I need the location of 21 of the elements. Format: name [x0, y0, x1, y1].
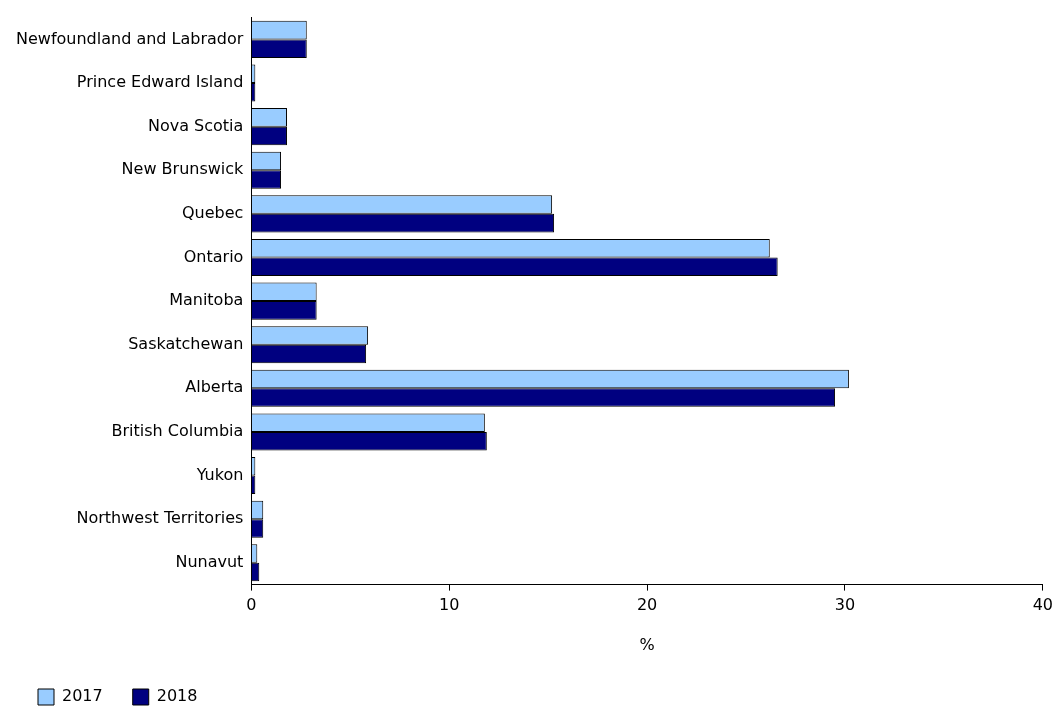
legend-label: 2017: [62, 686, 103, 706]
x-tick-label: 0: [246, 595, 257, 615]
y-tick-label: Saskatchewan: [128, 333, 244, 353]
y-tick-label: Nunavut: [175, 551, 244, 571]
y-tick-label: Quebec: [181, 203, 244, 223]
y-tick-label: British Columbia: [111, 421, 244, 441]
legend-label: 2018: [156, 686, 198, 706]
y-tick-label: Prince Edward Island: [76, 72, 244, 92]
y-tick-label: Nova Scotia: [147, 115, 244, 135]
y-tick-label: Alberta: [185, 377, 244, 397]
y-tick-label: Yukon: [195, 464, 244, 484]
y-tick-label: Manitoba: [169, 290, 244, 310]
x-tick-label: 30: [834, 595, 856, 615]
x-tick-label: 10: [439, 595, 460, 615]
x-axis-title: %: [639, 634, 655, 654]
y-tick-label: Northwest Territories: [76, 508, 244, 528]
x-tick-label: 20: [636, 595, 658, 615]
y-tick-label: New Brunswick: [121, 159, 245, 179]
x-tick-label: 40: [1032, 595, 1053, 615]
y-tick-label: Newfoundland and Labrador: [16, 28, 244, 48]
y-tick-label: Ontario: [183, 246, 244, 266]
